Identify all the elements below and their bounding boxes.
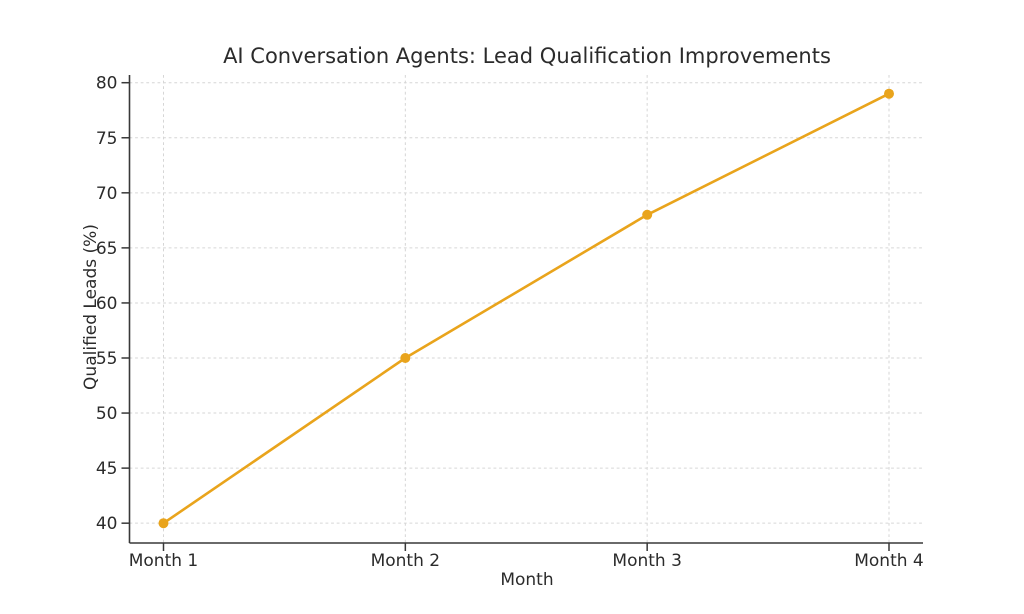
y-tick-label: 40 <box>96 514 118 534</box>
data-point-marker <box>400 353 411 363</box>
chart-title: AI Conversation Agents: Lead Qualificati… <box>223 44 831 68</box>
axes-layer: 40 45 50 55 60 65 70 75 80 Month 1 Month 2 Month 3 M… <box>96 74 924 571</box>
y-tick-label: 50 <box>96 404 118 424</box>
y-tick-label: 80 <box>96 74 118 94</box>
x-tick-label: Month 3 <box>612 551 682 571</box>
y-tick-label: 75 <box>96 129 118 149</box>
data-point-marker <box>158 518 169 529</box>
y-tick-label: 70 <box>96 184 118 204</box>
x-tick-label: Month 2 <box>371 551 441 571</box>
y-axis-label: Qualified Leads (%) <box>81 224 101 390</box>
y-tick-label: 60 <box>96 294 118 314</box>
y-tick-label: 55 <box>96 349 118 369</box>
x-tick-label: Month 4 <box>854 551 924 571</box>
series-line <box>162 92 891 525</box>
x-axis-label: Month <box>500 570 553 590</box>
data-point-marker <box>642 209 653 220</box>
y-tick-label: 45 <box>96 459 118 479</box>
series-layer <box>158 88 894 529</box>
x-tick-label: Month 1 <box>129 551 199 571</box>
grid-layer <box>129 75 923 543</box>
y-tick-label: 65 <box>96 239 118 259</box>
data-point-marker <box>884 88 894 99</box>
